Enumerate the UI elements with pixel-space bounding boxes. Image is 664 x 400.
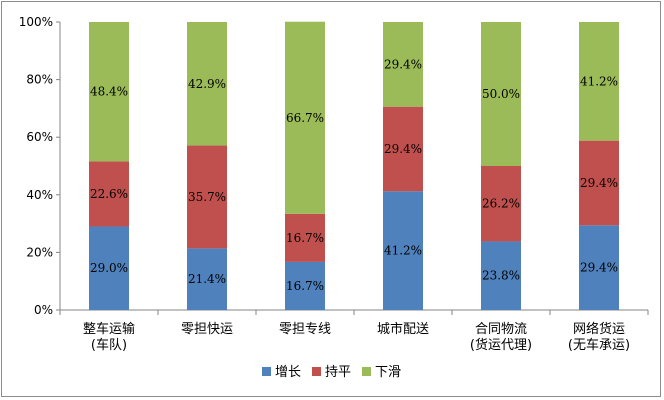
data-label: 35.7% <box>188 190 226 204</box>
bar-segment <box>579 22 619 141</box>
data-label: 42.9% <box>188 77 226 91</box>
bar-segment <box>89 22 129 162</box>
category-label: (无车承运) <box>568 337 630 353</box>
y-tick-label: 0% <box>34 303 53 317</box>
data-label: 29.4% <box>580 261 618 275</box>
data-label: 48.4% <box>90 85 128 99</box>
data-label: 16.7% <box>286 279 324 293</box>
data-label: 41.2% <box>580 74 618 88</box>
bar-segment <box>481 22 521 166</box>
legend-swatch <box>312 367 321 376</box>
data-label: 16.7% <box>286 231 324 245</box>
category-label: (货运代理) <box>470 337 532 353</box>
bar-segment <box>285 21 325 214</box>
data-label: 23.8% <box>482 269 520 283</box>
bar-segment <box>89 226 129 310</box>
data-label: 22.6% <box>90 187 128 201</box>
bars <box>89 21 619 310</box>
bar-segment <box>187 248 227 310</box>
bar-segment <box>383 22 423 107</box>
category-label: 整车运输 <box>83 321 135 337</box>
bar-segment <box>285 261 325 310</box>
category-label: 零担专线 <box>279 322 331 337</box>
legend-swatch <box>362 367 371 376</box>
legend-label: 持平 <box>325 365 351 380</box>
axes: 0% 20% 40% 60% 80% 100% <box>19 15 649 317</box>
category-label: (车队) <box>91 337 127 353</box>
bar-segment <box>89 161 129 227</box>
y-tick-label: 100% <box>19 15 53 29</box>
y-tick-label: 80% <box>26 73 53 87</box>
bar-segment <box>187 145 227 249</box>
bar-segment <box>579 140 619 226</box>
category-label: 零担快运 <box>181 322 233 337</box>
bar-segment <box>481 166 521 242</box>
data-label: 29.4% <box>580 176 618 190</box>
y-tick-label: 20% <box>26 245 53 259</box>
category-labels: 整车运输(车队) 零担快运 零担专线 城市配送 合同物流(货运代理) 网络货运(无车承运) <box>83 321 630 353</box>
data-label: 66.7% <box>286 111 324 125</box>
data-label: 26.2% <box>482 197 520 211</box>
bar-segment <box>481 241 521 310</box>
bar-segment <box>285 213 325 262</box>
y-tick-label: 60% <box>26 130 53 144</box>
data-label: 41.2% <box>384 244 422 258</box>
data-labels: 29.0% 22.6% 48.4% 21.4% 35.7% 42.9% 16.7% 16.7%… <box>90 57 618 293</box>
legend: 增长 持平 下滑 <box>262 365 401 380</box>
bar-segment <box>383 106 423 192</box>
data-label: 29.4% <box>384 57 422 71</box>
category-label: 城市配送 <box>377 321 429 337</box>
category-label: 合同物流 <box>475 322 527 337</box>
bar-segment <box>579 225 619 310</box>
legend-label: 下滑 <box>375 365 401 380</box>
legend-swatch <box>262 367 271 376</box>
y-tick-label: 40% <box>26 188 53 202</box>
data-label: 21.4% <box>188 272 226 286</box>
data-label: 50.0% <box>482 87 520 101</box>
category-label: 网络货运 <box>573 321 625 337</box>
data-label: 29.0% <box>90 261 128 275</box>
data-label: 29.4% <box>384 142 422 156</box>
bar-segment <box>187 22 227 146</box>
bar-segment <box>383 191 423 310</box>
legend-label: 增长 <box>275 365 301 380</box>
